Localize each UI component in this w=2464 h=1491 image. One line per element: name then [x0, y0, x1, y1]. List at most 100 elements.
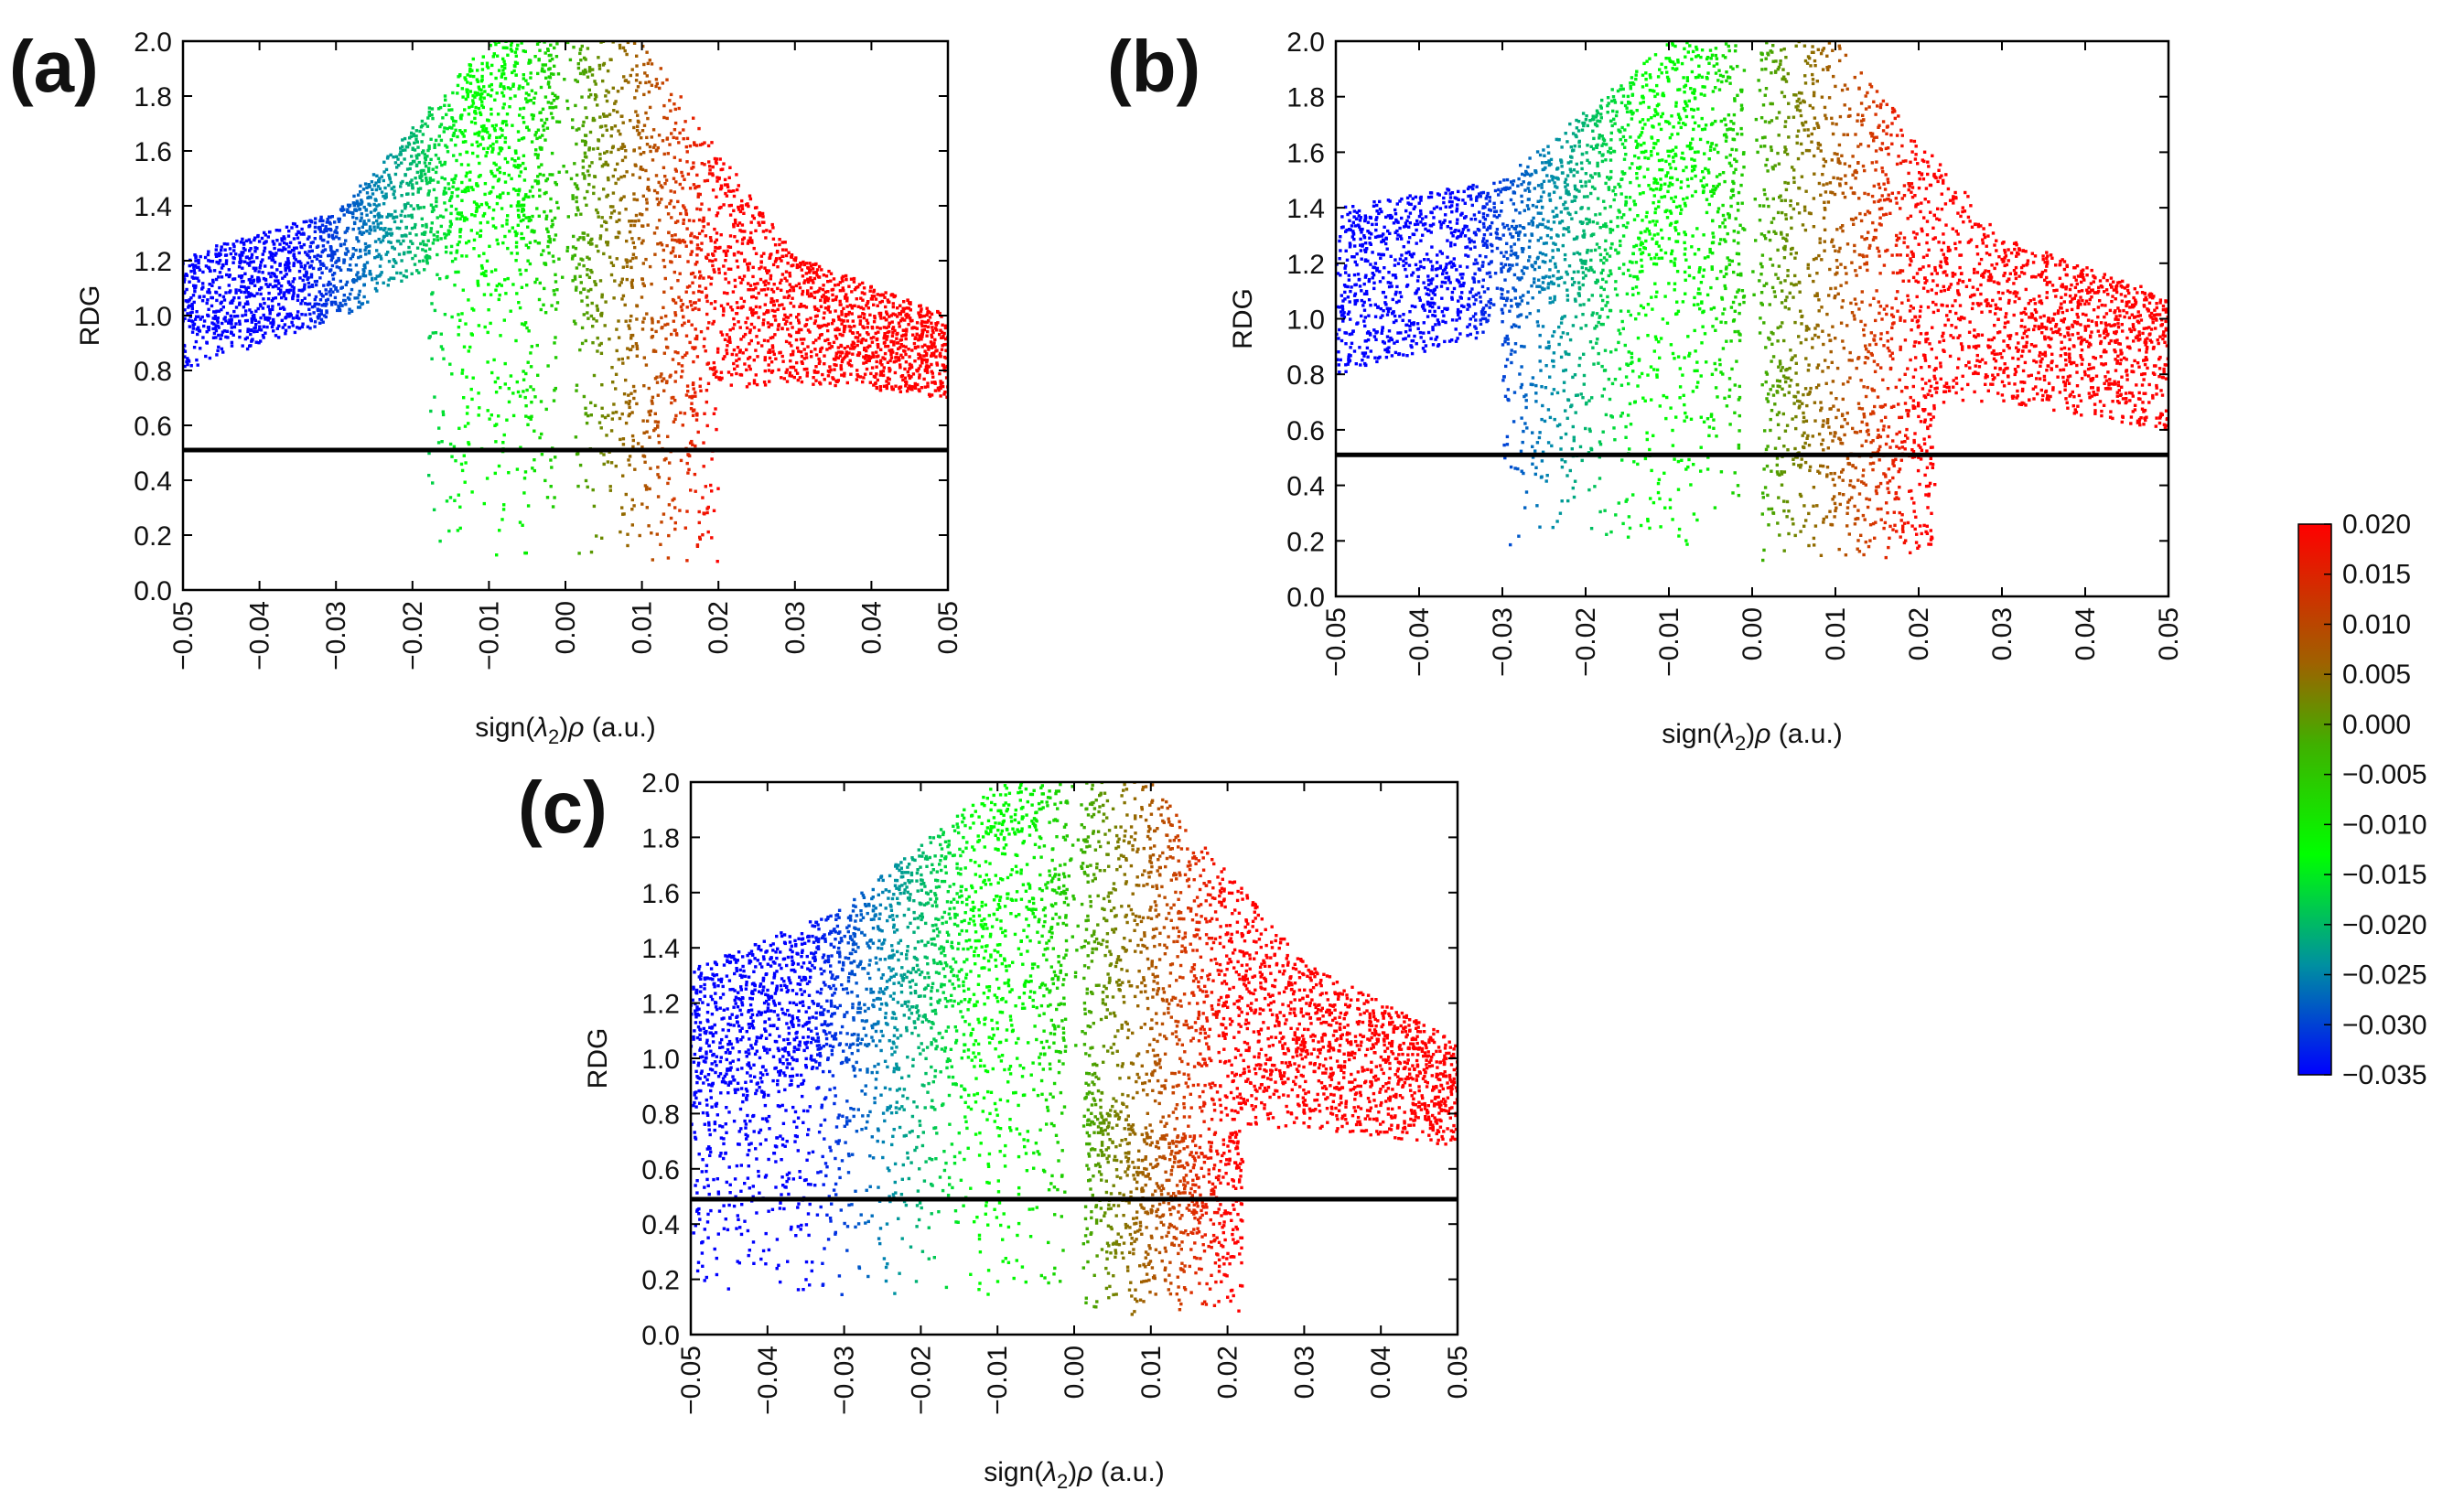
scatter-point	[1826, 366, 1830, 370]
scatter-point	[439, 224, 443, 229]
scatter-point	[379, 273, 382, 276]
scatter-point	[436, 252, 439, 257]
scatter-point	[742, 274, 747, 278]
scatter-point	[859, 306, 863, 310]
scatter-point	[631, 384, 636, 389]
scatter-point	[1431, 314, 1435, 317]
scatter-point	[460, 180, 464, 185]
x-tick-label: 0.03	[780, 601, 811, 654]
scatter-point	[480, 100, 484, 103]
scatter-point	[687, 467, 691, 472]
scatter-point	[377, 237, 381, 241]
scatter-point	[435, 197, 438, 200]
scatter-point	[480, 266, 484, 270]
scatter-point	[464, 189, 468, 194]
scatter-point	[726, 339, 730, 343]
scatter-point	[690, 250, 694, 253]
scatter-point	[222, 317, 226, 321]
scatter-point	[325, 302, 328, 306]
scatter-point	[388, 177, 392, 181]
scatter-point	[428, 180, 432, 185]
scatter-point	[587, 88, 591, 92]
scatter-point	[1362, 282, 1366, 286]
scatter-point	[617, 147, 620, 152]
scatter-point	[602, 114, 607, 118]
scatter-point	[817, 337, 821, 340]
scatter-point	[625, 264, 629, 268]
scatter-point	[592, 504, 597, 509]
scatter-point	[935, 361, 939, 365]
scatter-point	[916, 370, 920, 373]
scatter-point	[804, 306, 809, 309]
scatter-point	[785, 319, 789, 323]
scatter-point	[193, 289, 197, 294]
scatter-point	[819, 382, 823, 386]
scatter-point	[495, 91, 499, 95]
scatter-point	[662, 512, 666, 516]
scatter-point	[190, 306, 194, 310]
scatter-point	[598, 152, 602, 156]
scatter-point	[466, 94, 469, 99]
scatter-point	[903, 333, 908, 338]
scatter-point	[922, 377, 926, 381]
scatter-point	[591, 68, 595, 71]
scatter-point	[932, 351, 936, 355]
scatter-point	[357, 300, 361, 304]
scatter-point	[522, 390, 525, 393]
scatter-point	[492, 52, 496, 56]
scatter-point	[543, 70, 546, 73]
scatter-point	[619, 114, 623, 118]
scatter-point	[248, 249, 252, 252]
scatter-point	[518, 520, 522, 524]
scatter-point	[814, 338, 818, 342]
scatter-point	[725, 351, 729, 356]
scatter-point	[547, 75, 551, 79]
scatter-point	[494, 163, 498, 166]
scatter-point	[660, 520, 663, 524]
scatter-point	[495, 135, 499, 140]
scatter-point	[444, 191, 448, 195]
scatter-point	[403, 203, 407, 207]
scatter-point	[816, 308, 821, 313]
scatter-point	[801, 274, 805, 278]
scatter-point	[443, 232, 447, 236]
scatter-point	[779, 281, 782, 285]
scatter-point	[353, 201, 358, 206]
scatter-point	[1784, 56, 1788, 59]
scatter-point	[215, 298, 219, 303]
scatter-point	[417, 153, 421, 156]
scatter-point	[238, 335, 242, 339]
scatter-point	[919, 313, 922, 316]
scatter-point	[702, 225, 705, 229]
scatter-point	[786, 327, 790, 331]
scatter-point	[313, 280, 317, 284]
scatter-point	[671, 238, 674, 241]
scatter-point	[1415, 228, 1418, 232]
scatter-point	[883, 340, 887, 345]
scatter-point	[605, 228, 608, 231]
scatter-point	[307, 235, 311, 239]
scatter-point	[806, 289, 810, 293]
scatter-point	[1466, 187, 1470, 191]
scatter-point	[945, 395, 948, 399]
scatter-point	[691, 346, 694, 349]
scatter-point	[462, 134, 466, 138]
scatter-point	[1706, 255, 1710, 259]
scatter-point	[683, 177, 686, 181]
scatter-point	[506, 86, 511, 90]
scatter-point	[357, 240, 360, 243]
scatter-point	[284, 247, 287, 252]
scatter-point	[658, 200, 662, 205]
scatter-point	[936, 321, 940, 325]
scatter-point	[307, 224, 312, 228]
scatter-point	[253, 238, 256, 242]
scatter-point	[748, 197, 753, 201]
scatter-point	[411, 192, 414, 196]
scatter-point	[454, 270, 457, 274]
scatter-point	[886, 344, 890, 349]
scatter-point	[369, 196, 372, 199]
scatter-point	[553, 293, 556, 296]
scatter-point	[504, 292, 508, 295]
scatter-point	[862, 313, 866, 316]
scatter-point	[208, 266, 211, 270]
